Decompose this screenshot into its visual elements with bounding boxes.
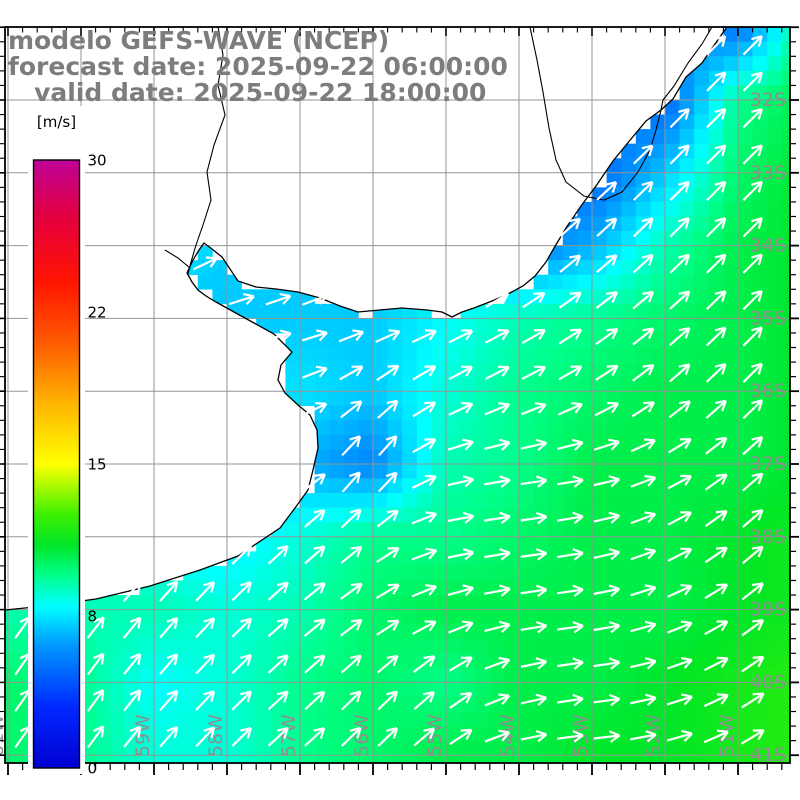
lat-label: 39S (750, 599, 786, 621)
colorbar-units-label: [m/s] (36, 113, 77, 131)
lat-label: 40S (750, 671, 786, 693)
direction-arrows (14, 35, 765, 749)
frame-and-ticks (0, 26, 799, 775)
lat-label: 36S (750, 380, 786, 402)
river-border-line (164, 249, 191, 269)
model-title: modelo GEFS-WAVE (NCEP) (8, 26, 390, 55)
lat-label: 41S (750, 744, 786, 766)
lon-label: 61W (0, 714, 8, 757)
colorbar-tick-label: 8 (88, 608, 98, 626)
colorbar-tick-label: 30 (88, 152, 107, 170)
lat-label: 35S (750, 307, 786, 329)
colorbar: 30 22 15 8 0 (28, 106, 107, 778)
lon-label: 58W (205, 714, 227, 757)
lat-label: 32S (750, 89, 786, 111)
colorbar-tick-label: 15 (88, 456, 107, 474)
lon-label: 55W (424, 714, 446, 757)
colorbar-tick-label: 22 (88, 304, 107, 322)
graticule (5, 27, 790, 763)
lon-label: 51W (716, 714, 738, 757)
lon-label: 59W (132, 714, 154, 757)
lon-label: 56W (351, 714, 373, 757)
lat-label: 38S (750, 526, 786, 548)
river-border-line (187, 27, 226, 275)
colorbar-gradient (32, 159, 81, 769)
ocean-speed-cells (5, 27, 790, 763)
lon-label: 57W (278, 714, 300, 757)
colorbar-tick-label: 0 (88, 760, 98, 778)
lat-label: 33S (750, 162, 786, 184)
forecast-date: forecast date: 2025-09-22 06:00:00 (8, 52, 508, 81)
lat-label: 37S (750, 453, 786, 475)
valid-date: valid date: 2025-09-22 18:00:00 (8, 78, 487, 107)
lat-label: 34S (750, 235, 786, 257)
river-border-line (660, 27, 713, 111)
